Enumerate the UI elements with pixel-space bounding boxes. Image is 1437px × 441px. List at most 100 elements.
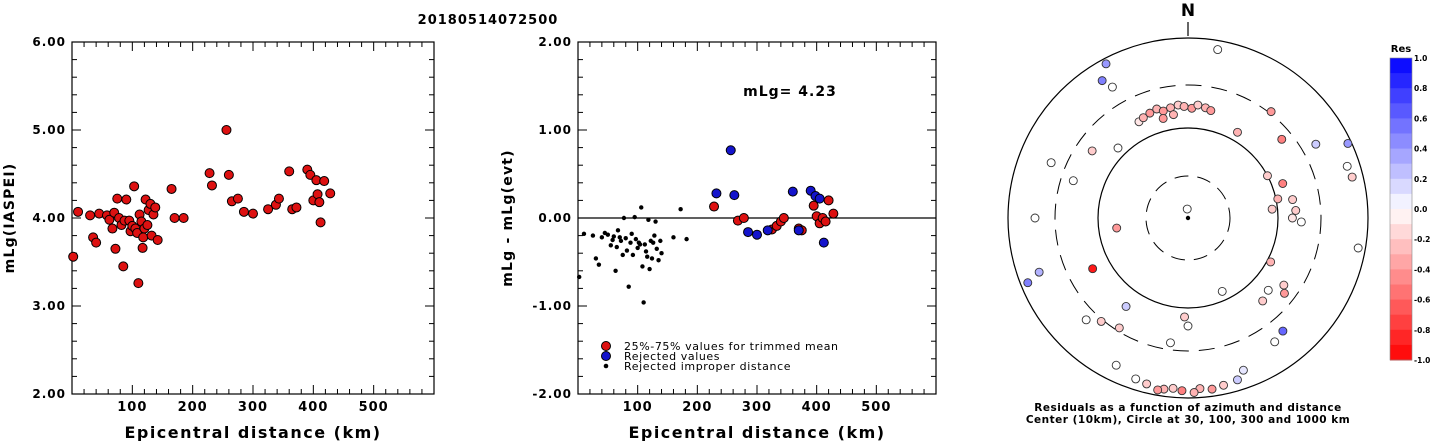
p1-x-tick-label: 500 [359, 400, 389, 415]
colorbar-swatch [1390, 269, 1412, 285]
colorbar-tick-label: 0.6 [1414, 114, 1427, 123]
p1-y-tick-label: 5.00 [32, 123, 66, 137]
legend-marker-accepted [601, 341, 611, 351]
data-point-rejected [787, 186, 798, 197]
p2-y-tick-label: 2.00 [538, 35, 572, 49]
data-point-accepted [137, 242, 148, 253]
polar-point [1034, 267, 1044, 277]
data-point-improper [656, 258, 661, 263]
p2-y-tick-label: -2.00 [532, 387, 572, 401]
data-point-improper [643, 249, 649, 254]
colorbar-swatch [1390, 163, 1412, 180]
polar-point [1081, 315, 1091, 325]
data-point-rejected [743, 227, 754, 238]
polar-point [1158, 113, 1168, 123]
data-point-improper [617, 235, 622, 240]
data-point-rejected [752, 229, 762, 240]
data-point-improper [605, 232, 611, 237]
colorbar-swatch [1390, 299, 1412, 316]
polar-point [1097, 76, 1107, 86]
data-point-rejected [814, 193, 825, 204]
polar-point [1088, 264, 1098, 274]
polar-point [1153, 385, 1163, 395]
colorbar-swatch [1390, 344, 1412, 361]
data-point-rejected [729, 190, 740, 201]
polar-point [1238, 365, 1248, 375]
polar-point [1258, 296, 1268, 306]
polar-point [1233, 127, 1242, 137]
legend-marker-improper [603, 363, 609, 369]
colorbar-swatch [1390, 224, 1412, 240]
legend-label-improper: Rejected improper distance [624, 360, 791, 373]
data-point-improper [596, 262, 602, 267]
mlg-annotation: mLg= 4.23 [743, 84, 837, 100]
p2-x-tick-label: 400 [802, 400, 832, 415]
colorbar-swatch [1390, 254, 1412, 270]
data-point-accepted [820, 216, 831, 227]
polar-point [1168, 383, 1178, 393]
data-point-improper [628, 240, 633, 245]
data-point-improper [650, 240, 656, 245]
colorbar-tick-label: 0.2 [1414, 175, 1427, 184]
colorbar-swatch [1390, 133, 1412, 150]
polar-point [1267, 204, 1277, 214]
data-point-improper [642, 242, 648, 247]
polar-point [1142, 379, 1152, 389]
legend-label-accepted: 25%-75% values for trimmed mean [624, 340, 839, 353]
data-point-improper [649, 256, 655, 261]
polar-point [1131, 374, 1141, 384]
polar-point [1166, 338, 1175, 348]
data-point-accepted [319, 176, 330, 187]
data-point-accepted [206, 180, 217, 191]
ring-30km [1145, 175, 1231, 261]
colorbar-swatch [1390, 118, 1412, 134]
data-point-accepted [263, 204, 274, 215]
polar-point [1277, 134, 1287, 144]
data-point-accepted [284, 166, 295, 177]
polar-point [1087, 146, 1097, 156]
colorbar-title: Res [1391, 44, 1411, 55]
data-point-improper [671, 235, 676, 240]
panel-residual: 100 200 300 400 500 -2.00 -1.00 0.00 1.00 2.00 Ep… [500, 35, 937, 441]
data-point-rejected [793, 225, 804, 236]
colorbar-tick-label: -0.8 [1414, 326, 1430, 335]
polar-point [1193, 100, 1203, 110]
data-point-improper [599, 235, 605, 240]
data-point-improper [613, 268, 618, 273]
colorbar-swatch [1390, 73, 1412, 89]
polar-point [1217, 286, 1227, 296]
data-point-accepted [738, 213, 749, 223]
data-point-improper [611, 234, 616, 239]
polar-point [1279, 280, 1289, 290]
data-point-accepted [248, 208, 258, 219]
polar-point [1343, 139, 1353, 148]
data-point-improper [640, 264, 645, 269]
polar-point [1263, 285, 1273, 295]
legend: 25%-75% values for trimmed mean Rejected… [601, 340, 839, 373]
polar-point [1138, 113, 1148, 123]
chart-title: 20180514072500 [418, 13, 559, 28]
polar-point [1169, 110, 1178, 120]
polar-point [1023, 278, 1033, 288]
data-point-improper [621, 215, 627, 221]
polar-point [1263, 171, 1272, 181]
data-point-accepted [828, 208, 839, 219]
data-point-improper [647, 266, 652, 272]
data-point-improper [618, 238, 624, 244]
data-point-improper [633, 236, 639, 242]
polar-point [1114, 323, 1124, 333]
data-point-improper [658, 238, 663, 244]
data-point-accepted [169, 213, 180, 223]
polar-point [1342, 161, 1352, 171]
data-point-accepted [152, 235, 163, 245]
colorbar-swatch [1390, 148, 1412, 165]
data-point-improper [635, 245, 640, 251]
colorbar-swatch [1390, 58, 1412, 74]
data-point-accepted [808, 200, 819, 211]
p2-x-tick-label: 100 [623, 400, 653, 415]
ring-1000km [1007, 37, 1369, 399]
data-point-accepted [778, 213, 789, 223]
polar-point [1347, 172, 1357, 182]
data-point-improper [624, 248, 630, 253]
colorbar-frame [1389, 57, 1413, 361]
